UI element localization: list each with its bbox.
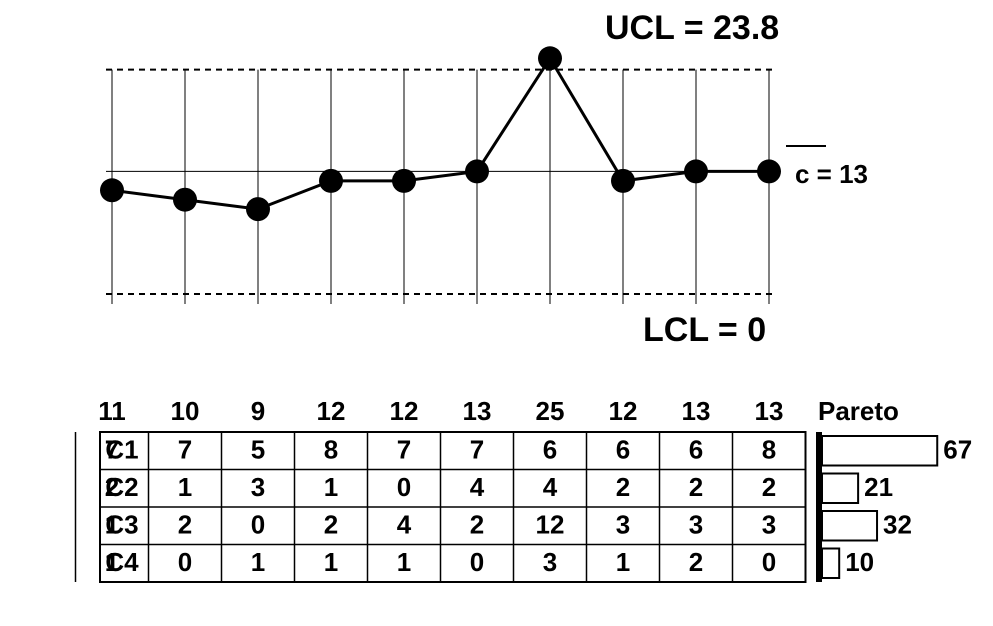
column-total: 9 — [251, 396, 265, 426]
cell-value: 0 — [470, 547, 484, 577]
cell-value: 0 — [397, 472, 411, 502]
cell-value: 3 — [762, 510, 776, 540]
cell-value: 8 — [762, 435, 776, 465]
pareto-label: 21 — [864, 472, 893, 502]
column-total: 10 — [171, 396, 200, 426]
data-point — [246, 197, 270, 222]
pareto-label: 67 — [943, 435, 972, 465]
cell-value: 1 — [324, 547, 338, 577]
cell-value: 2 — [324, 510, 338, 540]
data-point — [684, 159, 708, 184]
cell-value: 3 — [689, 510, 703, 540]
cell-value: 2 — [689, 472, 703, 502]
cell-value: 3 — [251, 472, 265, 502]
cell-value: 3 — [616, 510, 630, 540]
cell-value: 1 — [105, 547, 119, 577]
pareto-bar — [821, 435, 939, 467]
column-total: 13 — [463, 396, 492, 426]
row-label: C2 — [105, 472, 138, 502]
cell-value: 4 — [470, 472, 485, 502]
column-total: 13 — [755, 396, 784, 426]
pareto-bar — [821, 510, 879, 542]
pareto-title: Pareto — [818, 396, 899, 426]
cell-value: 4 — [543, 472, 558, 502]
cell-value: 1 — [178, 472, 192, 502]
cell-value: 1 — [251, 547, 265, 577]
data-point — [173, 187, 197, 212]
cell-value: 8 — [324, 435, 338, 465]
cell-value: 0 — [178, 547, 192, 577]
pareto-bar — [821, 547, 841, 579]
cell-value: 2 — [178, 510, 192, 540]
cell-value: 4 — [397, 510, 412, 540]
cell-value: 2 — [689, 547, 703, 577]
cell-value: 2 — [616, 472, 630, 502]
cell-value: 12 — [536, 510, 565, 540]
cell-value: 2 — [105, 472, 119, 502]
column-total: 12 — [609, 396, 638, 426]
column-total: 11 — [98, 396, 126, 426]
cell-value: 5 — [251, 435, 265, 465]
center-label: c = 13 — [795, 159, 868, 189]
data-point — [392, 168, 416, 193]
cell-value: 7 — [470, 435, 484, 465]
row-label: C1 — [105, 435, 138, 465]
cell-value: 7 — [105, 435, 119, 465]
cell-value: 6 — [543, 435, 557, 465]
data-line — [111, 55, 769, 211]
row-label: C4 — [105, 547, 139, 577]
data-point — [538, 46, 562, 71]
column-total: 12 — [317, 396, 346, 426]
cell-value: 6 — [616, 435, 630, 465]
cell-value: 0 — [762, 547, 776, 577]
cell-value: 1 — [616, 547, 630, 577]
lcl-label: LCL = 0 — [643, 311, 766, 349]
data-point — [100, 178, 124, 203]
cell-value: 7 — [397, 435, 411, 465]
data-point — [465, 159, 489, 184]
cell-value: 1 — [105, 510, 119, 540]
pareto-bar — [821, 472, 860, 504]
cell-value: 6 — [689, 435, 703, 465]
data-point — [611, 168, 635, 193]
cell-value: 0 — [251, 510, 265, 540]
cell-value: 1 — [397, 547, 411, 577]
pareto-label: 10 — [845, 547, 874, 577]
data-point — [319, 168, 343, 193]
column-total: 13 — [682, 396, 711, 426]
column-total: 12 — [390, 396, 419, 426]
row-label: C3 — [105, 510, 138, 540]
cell-value: 2 — [762, 472, 776, 502]
cell-value: 3 — [543, 547, 557, 577]
column-total: 25 — [536, 396, 565, 426]
cell-value: 2 — [470, 510, 484, 540]
ucl-label: UCL = 23.8 — [605, 9, 779, 47]
cell-value: 1 — [324, 472, 338, 502]
data-point — [757, 159, 781, 184]
pareto-label: 32 — [883, 510, 912, 540]
cell-value: 7 — [178, 435, 192, 465]
